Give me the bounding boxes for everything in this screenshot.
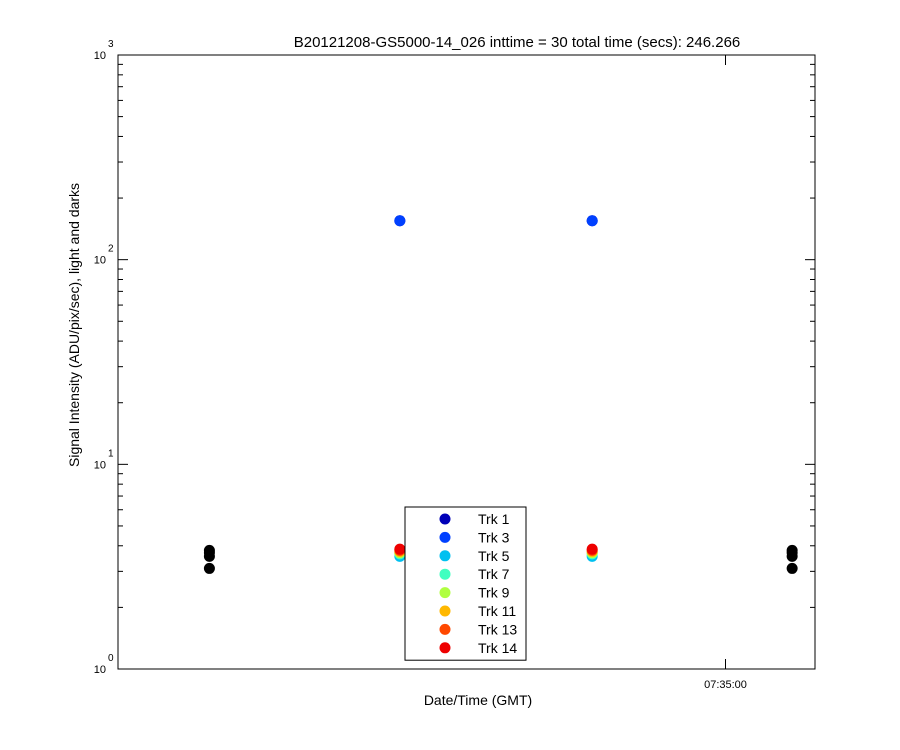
dark-point	[786, 544, 798, 556]
y-tick-label: 10	[94, 664, 106, 676]
legend-marker	[439, 531, 451, 543]
legend-marker	[439, 642, 451, 654]
legend-marker	[439, 623, 451, 635]
legend-box	[404, 506, 527, 661]
legend-marker	[439, 550, 451, 562]
plot-frame	[117, 54, 816, 670]
legend-label: Trk 5	[478, 548, 510, 564]
legend-label: Trk 9	[478, 585, 510, 601]
legend-label: Trk 7	[478, 566, 510, 582]
y-tick-label: 10	[94, 459, 106, 471]
y-axis-label: Signal Intensity (ADU/pix/sec), light an…	[66, 183, 82, 467]
legend-label: Trk 3	[478, 529, 510, 545]
point-trk-14	[394, 543, 406, 555]
x-axis-label: Date/Time (GMT)	[424, 692, 532, 708]
legend-marker	[439, 587, 451, 599]
dark-point	[786, 562, 798, 574]
dark-point	[203, 544, 215, 556]
x-tick-label: 07:35:00	[704, 679, 747, 691]
legend-marker	[439, 513, 451, 525]
point-trk-3	[394, 215, 406, 227]
y-tick-label: 10	[94, 50, 106, 62]
data-points	[203, 215, 798, 574]
legend-label: Trk 13	[478, 621, 517, 637]
y-tick-label: 10	[94, 255, 106, 267]
y-tick-exponent: 1	[108, 448, 114, 459]
point-trk-3	[586, 215, 598, 227]
legend-label: Trk 14	[478, 640, 517, 656]
dark-point	[203, 562, 215, 574]
y-tick-exponent: 3	[108, 39, 114, 50]
legend: Trk 1 Trk 3 Trk 5 Trk 7 Trk 9 Trk 11 Trk 13 Trk…	[404, 506, 527, 661]
y-tick-exponent: 2	[108, 244, 114, 255]
legend-marker	[439, 568, 451, 580]
legend-marker	[439, 605, 451, 617]
y-tick-exponent: 0	[108, 653, 114, 664]
plot-area	[117, 54, 816, 670]
x-axis: 07:35:00	[704, 55, 747, 691]
point-trk-14	[586, 543, 598, 555]
legend-label: Trk 11	[478, 603, 516, 619]
chart-title: B20121208-GS5000-14_026 inttime = 30 tot…	[294, 34, 741, 51]
legend-label: Trk 1	[478, 511, 510, 527]
